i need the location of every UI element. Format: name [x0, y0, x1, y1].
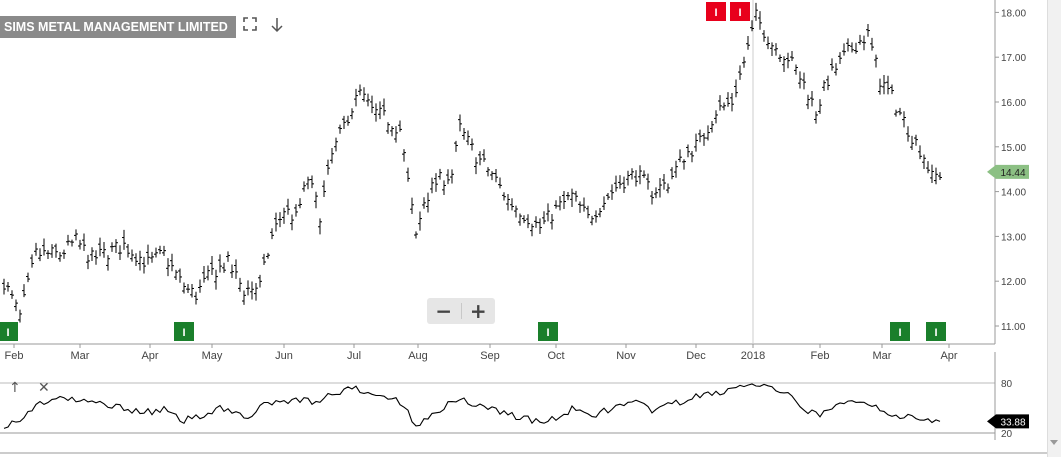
time-tick-label: Nov	[616, 350, 636, 362]
chart-title: SIMS METAL MANAGEMENT LIMITED	[0, 16, 236, 38]
event-marker-green[interactable]	[174, 322, 194, 341]
time-tick-label: Feb	[811, 350, 830, 362]
time-tick-label: Dec	[686, 350, 706, 362]
rsi-tick-label: 80	[1001, 379, 1013, 390]
time-tick-label: Mar	[873, 350, 892, 362]
event-marker-red[interactable]	[730, 2, 750, 21]
price-tick-label: 17.00	[1001, 53, 1026, 64]
time-tick-label: Feb	[5, 350, 24, 362]
time-tick-label: Jun	[275, 350, 293, 362]
indicator-close-icon[interactable]: ✕	[38, 380, 50, 396]
price-tick-label: 11.00	[1001, 322, 1026, 333]
event-marker-label: I	[898, 327, 901, 339]
time-tick-label: Jul	[347, 350, 361, 362]
last-price-badge	[987, 164, 1029, 179]
price-tick-label: 15.00	[1001, 143, 1026, 154]
vertical-scrollbar[interactable]	[1047, 0, 1061, 457]
time-tick-label: Sep	[480, 350, 500, 362]
rsi-last-badge	[987, 414, 1029, 429]
event-marker-label: I	[546, 327, 549, 339]
indicator-move-up-icon[interactable]: ↑	[9, 380, 21, 396]
zoom-in-button[interactable]: +	[469, 299, 487, 323]
download-arrow-icon-graphic	[271, 18, 283, 33]
event-marker-label: I	[6, 327, 9, 339]
time-tick-label: Aug	[408, 350, 428, 362]
event-marker-green[interactable]	[890, 322, 910, 341]
last-price-label: 14.44	[1000, 168, 1025, 179]
zoom-controls: − +	[427, 298, 495, 324]
scroll-down-arrow-icon[interactable]	[1050, 440, 1058, 445]
zoom-separator	[460, 303, 462, 319]
time-tick-label: Oct	[547, 350, 564, 362]
price-tick-label: 16.00	[1001, 98, 1026, 109]
price-tick-label: 12.00	[1001, 277, 1026, 288]
price-tick-label: 18.00	[1001, 8, 1026, 19]
event-marker-green[interactable]	[538, 322, 558, 341]
time-tick-label: Mar	[71, 350, 90, 362]
price-tick-label: 14.00	[1001, 188, 1026, 199]
time-tick-label: Apr	[940, 350, 957, 362]
event-marker-label: I	[182, 327, 185, 339]
event-marker-label: I	[934, 327, 937, 339]
price-tick-label: 13.00	[1001, 232, 1026, 243]
time-tick-label: 2018	[741, 350, 765, 362]
rsi-line	[3, 383, 941, 429]
zoom-out-button[interactable]: −	[435, 299, 453, 323]
event-marker-green[interactable]	[0, 322, 18, 341]
fullscreen-icon-graphic	[243, 17, 257, 31]
time-tick-label: May	[202, 350, 223, 362]
fullscreen-icon[interactable]	[241, 17, 259, 35]
download-arrow-icon[interactable]	[268, 17, 286, 35]
time-tick-label: Apr	[141, 350, 158, 362]
rsi-last-label: 33.88	[1000, 417, 1025, 428]
event-marker-red[interactable]	[706, 2, 726, 21]
rsi-tick-label: 20	[1001, 429, 1013, 440]
event-marker-green[interactable]	[926, 322, 946, 341]
event-marker-label: I	[738, 7, 741, 19]
event-marker-label: I	[714, 7, 717, 19]
